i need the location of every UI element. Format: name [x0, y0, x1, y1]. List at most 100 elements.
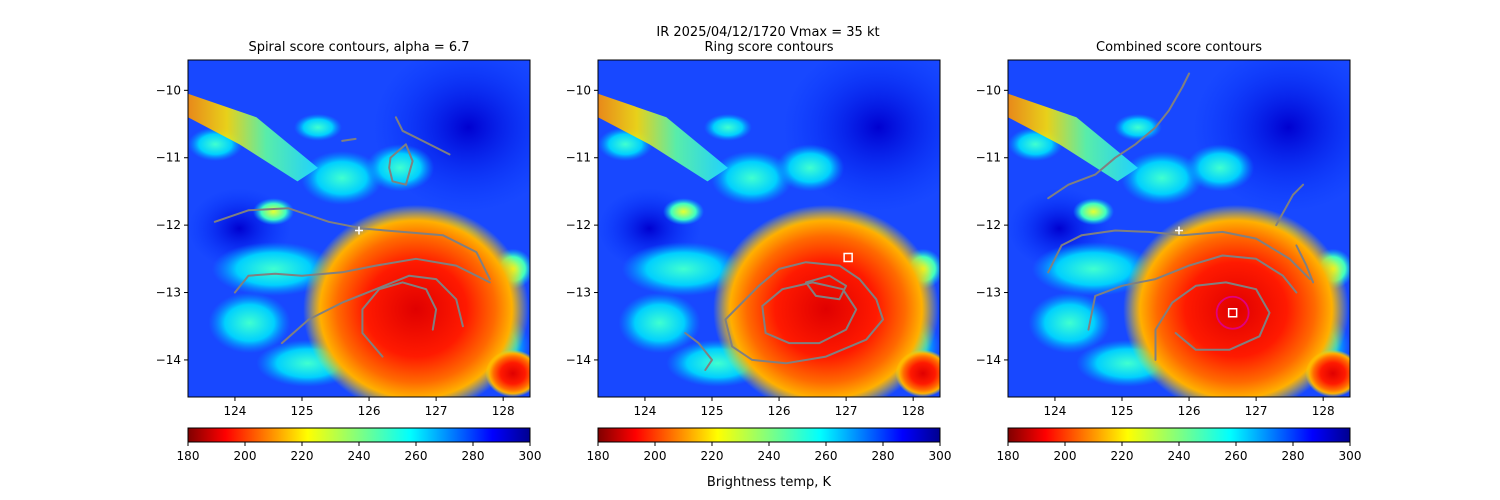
x-tick-label: 127 — [425, 404, 448, 418]
colorbar-tick-label: 300 — [519, 449, 542, 463]
cloud-patch — [252, 198, 295, 226]
plus-marker — [1175, 226, 1183, 235]
colorbar: 180 200 220 240 260 280 300 — [587, 427, 952, 463]
score-contour — [684, 332, 713, 371]
contours — [1047, 72, 1315, 361]
x-tick-label: 126 — [1178, 404, 1201, 418]
colorbar: 180 200 220 240 260 280 300 — [997, 427, 1362, 463]
panels: Spiral score contours, alpha = 6.7 124 125… — [156, 40, 1362, 463]
cloud-band — [598, 93, 728, 182]
figure-suptitle: IR 2025/04/12/1720 Vmax = 35 kt — [656, 25, 879, 40]
y-tick-label: −12 — [976, 218, 1001, 232]
warm-cloud-patch — [704, 113, 752, 141]
warm-cloud-patch — [208, 292, 291, 354]
colorbar-tick-label: 200 — [234, 449, 257, 463]
colorbar-tick-label: 240 — [1168, 449, 1191, 463]
center-square-marker — [1227, 308, 1238, 318]
score-contour — [1154, 281, 1271, 361]
colorbar-tick-label: 300 — [929, 449, 952, 463]
y-tick-label: −11 — [976, 151, 1001, 165]
x-tick-label: 126 — [358, 404, 381, 418]
colorbar-tick-label: 300 — [1339, 449, 1362, 463]
x-tick-label: 124 — [633, 404, 656, 418]
panel-1: Spiral score contours, alpha = 6.7 124 125… — [156, 40, 542, 463]
warm-cloud-patch — [621, 241, 746, 296]
warm-cloud-patch — [1114, 113, 1162, 141]
storm-core — [713, 204, 939, 397]
colorbar-tick-label: 240 — [348, 449, 371, 463]
score-contour — [341, 137, 357, 142]
panel-title: Ring score contours — [704, 40, 833, 55]
colorbar-tick-label: 200 — [644, 449, 667, 463]
colorbar-tick-label: 200 — [1054, 449, 1077, 463]
y-tick-label: −14 — [156, 353, 181, 367]
score-contour — [233, 257, 491, 294]
cloud-patch — [1072, 198, 1115, 226]
colorbar-tick-label: 220 — [1111, 449, 1134, 463]
storm-fragment — [895, 349, 940, 397]
contours — [213, 116, 491, 358]
colorbar-tick-label: 280 — [1282, 449, 1305, 463]
x-tick-label: 125 — [701, 404, 724, 418]
score-contour — [1047, 229, 1311, 281]
score-contour — [394, 116, 451, 156]
score-contour — [804, 274, 848, 301]
colorbar-tick-label: 180 — [177, 449, 200, 463]
warm-cloud-patch — [775, 144, 845, 192]
warm-cloud-patch — [365, 144, 435, 192]
warm-cloud-patch — [1028, 292, 1111, 354]
colorbar-tick-label: 220 — [701, 449, 724, 463]
colorbar-tick-label: 240 — [758, 449, 781, 463]
colorbar-tick-label: 280 — [462, 449, 485, 463]
cloud-band — [188, 93, 318, 182]
contours — [684, 261, 884, 371]
axes-frame — [597, 59, 941, 398]
y-tick-label: −10 — [566, 83, 591, 97]
warm-cloud-patch — [618, 292, 701, 354]
score-contour — [724, 261, 884, 365]
warm-cloud-patch — [1031, 241, 1156, 296]
warm-cloud-patch — [1185, 144, 1255, 192]
colorbar-tick-label: 280 — [872, 449, 895, 463]
panel-3: Combined score contours 124 125 126 127 128 −1… — [976, 40, 1362, 463]
y-tick-label: −12 — [156, 218, 181, 232]
colorbar-tick-label: 260 — [815, 449, 838, 463]
colorbar-tick-label: 180 — [997, 449, 1020, 463]
colorbar-gradient — [597, 427, 941, 443]
y-tick-label: −13 — [976, 286, 1001, 300]
panel-title: Spiral score contours, alpha = 6.7 — [248, 40, 469, 55]
cloud-band — [1008, 93, 1138, 182]
storm-fragment — [485, 349, 530, 397]
colorbar-gradient — [187, 427, 531, 443]
warm-cloud-patch — [294, 113, 342, 141]
y-tick-label: −14 — [566, 353, 591, 367]
storm-fragment — [1305, 349, 1350, 397]
panel-title: Combined score contours — [1096, 40, 1262, 55]
x-tick-label: 128 — [1312, 404, 1335, 418]
x-tick-label: 127 — [835, 404, 858, 418]
y-tick-label: −10 — [156, 83, 181, 97]
x-tick-label: 125 — [1111, 404, 1134, 418]
x-tick-label: 127 — [1245, 404, 1268, 418]
ir-image — [188, 60, 530, 397]
y-tick-label: −12 — [566, 218, 591, 232]
colorbar-tick-label: 260 — [1225, 449, 1248, 463]
y-tick-label: −11 — [156, 151, 181, 165]
x-tick-label: 124 — [223, 404, 246, 418]
center-square-marker — [843, 252, 853, 263]
axes-frame — [187, 59, 531, 398]
warm-cloud-patch — [300, 150, 383, 205]
x-tick-label: 125 — [291, 404, 314, 418]
colorbar-tick-label: 180 — [587, 449, 610, 463]
x-tick-label: 126 — [768, 404, 791, 418]
x-tick-label: 124 — [1043, 404, 1066, 418]
colorbar-gradient — [1007, 427, 1351, 443]
y-tick-label: −13 — [156, 286, 181, 300]
x-tick-label: 128 — [902, 404, 925, 418]
cloud-patch — [662, 198, 705, 226]
score-contour — [1047, 72, 1191, 200]
ir-image — [1008, 60, 1350, 397]
colorbar-label: Brightness temp, K — [707, 475, 832, 490]
storm-core — [1123, 204, 1349, 397]
